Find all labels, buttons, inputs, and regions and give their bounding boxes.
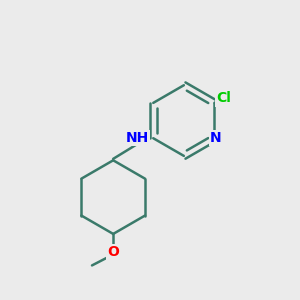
Text: Cl: Cl [216,92,231,106]
Text: N: N [210,131,222,145]
Text: NH: NH [125,131,149,145]
Text: O: O [107,245,119,259]
